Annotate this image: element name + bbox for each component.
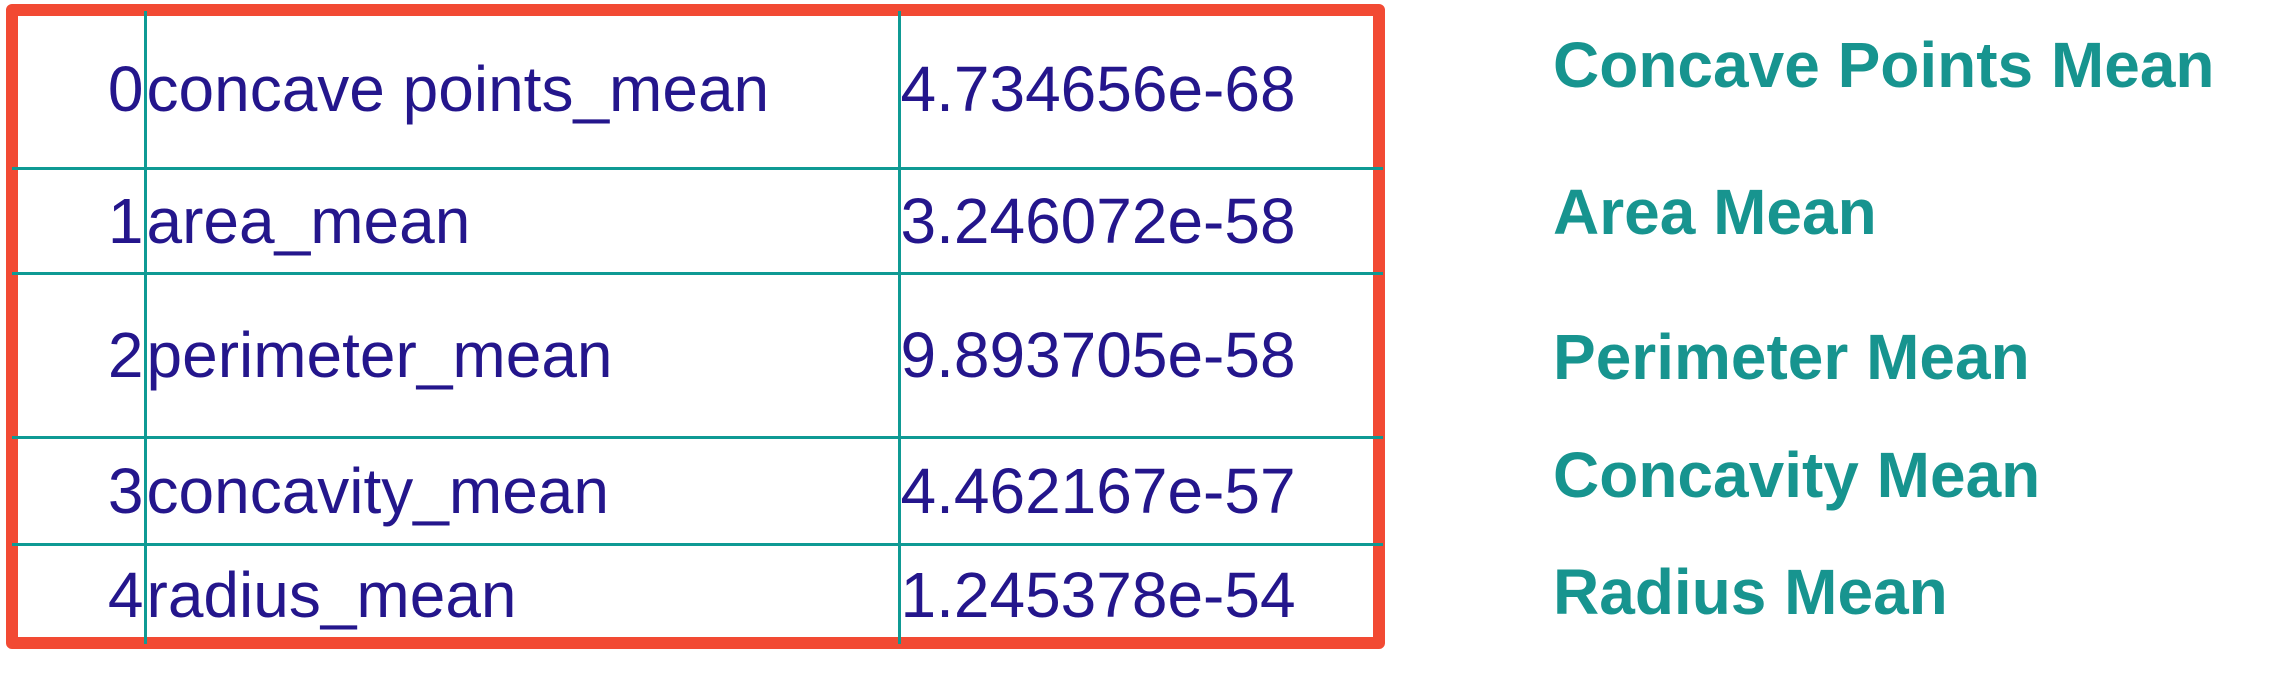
feature-name-cell: perimeter_mean	[143, 271, 901, 439]
feature-label-radius: Radius Mean	[1553, 556, 1948, 628]
feature-name-cell: area_mean	[143, 166, 901, 275]
row-index: 3	[12, 435, 147, 546]
feature-value-cell: 3.246072e-58	[897, 166, 1383, 275]
feature-name-cell: radius_mean	[143, 542, 901, 644]
feature-label-concavity: Concavity Mean	[1553, 439, 2041, 511]
table-row: 0 concave points_mean 4.734656e-68	[12, 11, 1383, 170]
table-row: 4 radius_mean 1.245378e-54	[12, 542, 1383, 644]
feature-value-cell: 4.462167e-57	[897, 435, 1383, 546]
feature-value-cell: 4.734656e-68	[897, 11, 1383, 170]
feature-name-cell: concavity_mean	[143, 435, 901, 546]
feature-name-cell: concave points_mean	[143, 11, 901, 170]
row-index: 0	[12, 11, 147, 170]
feature-label-concave-points: Concave Points Mean	[1553, 29, 2215, 101]
feature-label-area: Area Mean	[1553, 176, 1877, 248]
feature-value-cell: 1.245378e-54	[897, 542, 1383, 644]
feature-label-perimeter: Perimeter Mean	[1553, 321, 2030, 393]
table-row: 2 perimeter_mean 9.893705e-58	[12, 271, 1383, 439]
row-index: 1	[12, 166, 147, 275]
row-index: 2	[12, 271, 147, 439]
table-row: 3 concavity_mean 4.462167e-57	[12, 435, 1383, 546]
feature-table: 0 concave points_mean 4.734656e-68 1 are…	[12, 11, 1383, 644]
table-row: 1 area_mean 3.246072e-58	[12, 166, 1383, 275]
feature-value-cell: 9.893705e-58	[897, 271, 1383, 439]
row-index: 4	[12, 542, 147, 644]
